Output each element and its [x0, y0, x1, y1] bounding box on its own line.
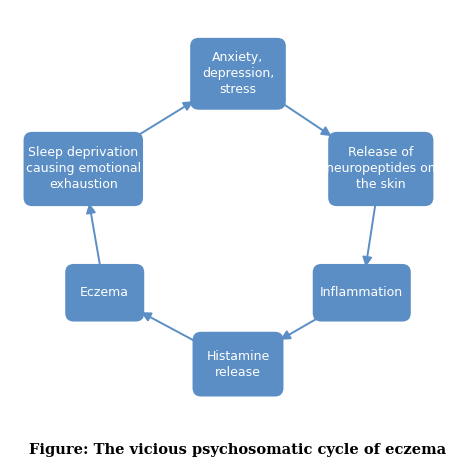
FancyBboxPatch shape: [190, 38, 286, 110]
FancyBboxPatch shape: [23, 132, 143, 206]
Text: Anxiety,
depression,
stress: Anxiety, depression, stress: [202, 51, 274, 96]
FancyBboxPatch shape: [328, 132, 433, 206]
Text: Release of
neuropeptides on
the skin: Release of neuropeptides on the skin: [326, 147, 436, 191]
Text: Eczema: Eczema: [80, 286, 129, 299]
Text: Sleep deprivation
causing emotional
exhaustion: Sleep deprivation causing emotional exha…: [26, 147, 141, 191]
Text: Figure: The vicious psychosomatic cycle of eczema: Figure: The vicious psychosomatic cycle …: [30, 443, 446, 457]
Text: Inflammation: Inflammation: [320, 286, 403, 299]
Text: Histamine
release: Histamine release: [207, 350, 269, 378]
FancyBboxPatch shape: [192, 332, 283, 397]
FancyBboxPatch shape: [65, 264, 144, 322]
FancyBboxPatch shape: [313, 264, 411, 322]
